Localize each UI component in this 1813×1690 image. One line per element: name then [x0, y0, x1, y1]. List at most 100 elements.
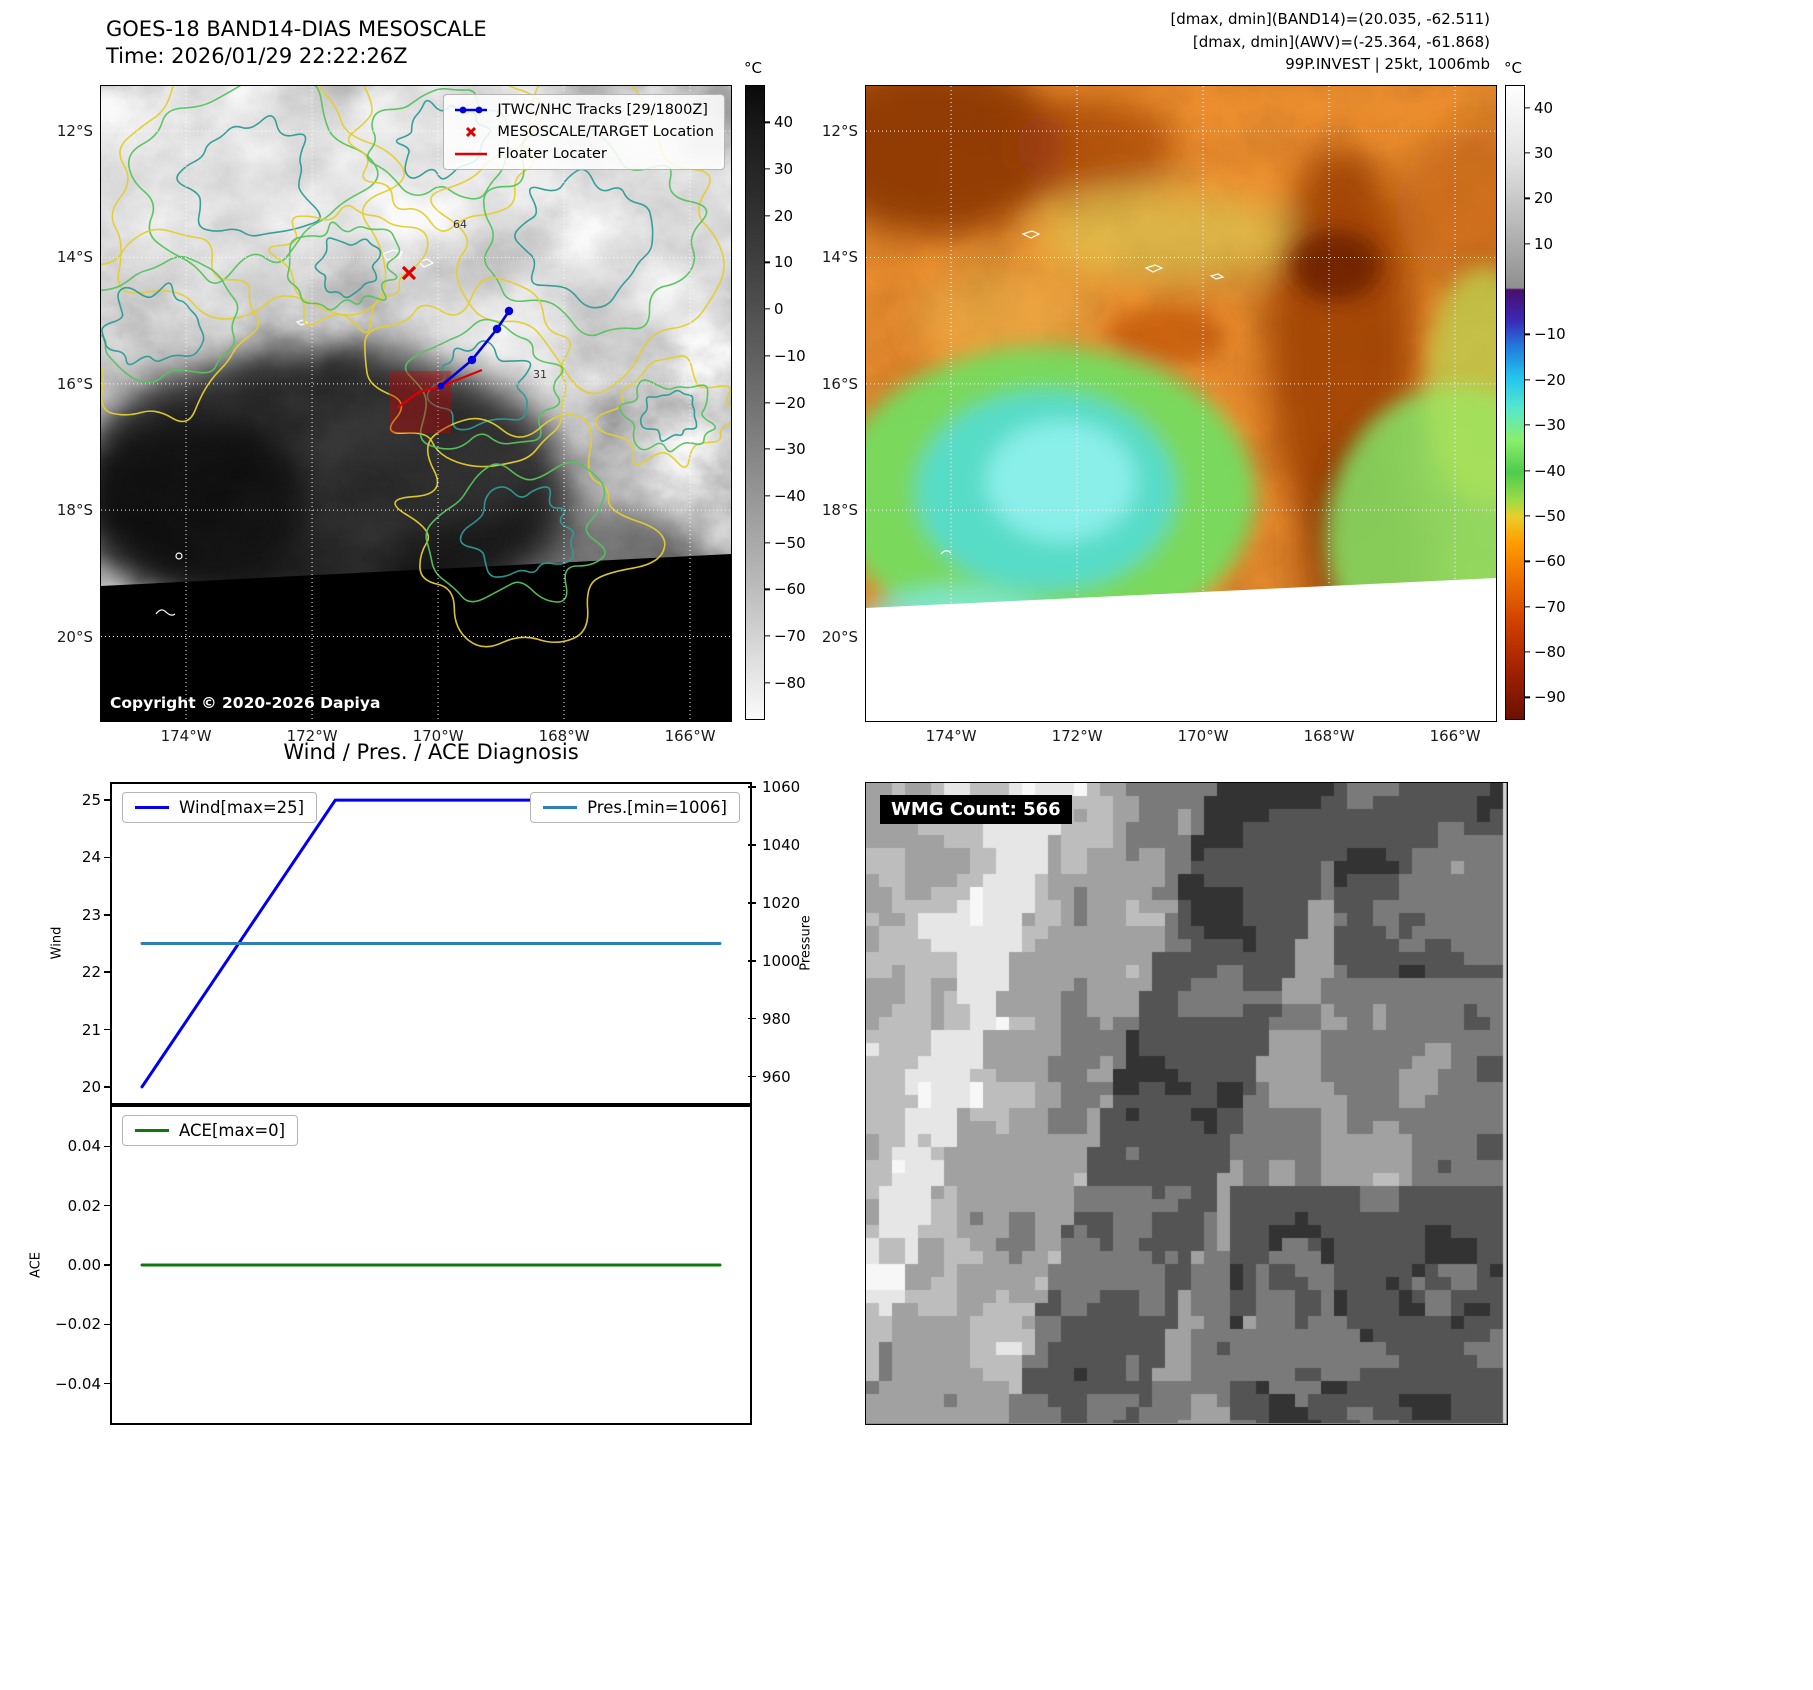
legend-label-floater: Floater Locater: [497, 146, 607, 162]
wind-axis-label: Wind: [49, 926, 65, 960]
chart-tick-mark: [748, 844, 756, 846]
lon-tick: 174°W: [160, 727, 212, 745]
awv-colorbar: °C 40 30 20 10 −10 −20 −30 −40 −50 −60 −70 −80 −90: [1504, 59, 1585, 720]
lon-tick: 168°W: [538, 727, 590, 745]
chart-tick-label: −0.04: [55, 1374, 101, 1393]
colorbar-tick-mark: [765, 495, 770, 497]
pressure-legend: Pres.[min=1006]: [530, 792, 740, 823]
colorbar-unit-band14: °C: [744, 59, 762, 77]
colorbar-tick-mark: [765, 121, 770, 123]
colorbar-tick-label: 10: [1534, 234, 1554, 253]
colorbar-tick-label: −30: [774, 440, 806, 459]
chart-tick-mark: [104, 1382, 110, 1385]
legend-label-target: MESOSCALE/TARGET Location: [497, 124, 714, 140]
colorbar-tick-mark: [1525, 651, 1530, 653]
colorbar-tick-label: 30: [1534, 144, 1554, 163]
chart-tick-mark: [104, 1205, 110, 1207]
colorbar-tick-label: −60: [774, 580, 806, 599]
lat-tick: 16°S: [56, 374, 93, 393]
lat-tick: 12°S: [821, 122, 858, 141]
colorbar-tick-mark: [1525, 197, 1530, 200]
colorbar-tick-mark: [1525, 107, 1530, 109]
chart-tick-label: 1040: [762, 836, 801, 855]
colorbar-tick-mark: [765, 168, 770, 170]
chart-tick-mark: [104, 1323, 110, 1325]
lon-tick: 172°W: [286, 727, 338, 745]
colorbar-tick-mark: [765, 308, 770, 310]
colorbar-tick-label: −80: [774, 673, 806, 692]
track-line-icon: [454, 104, 488, 116]
wind-line-sample: [135, 806, 169, 809]
chart-tick-label: 22: [81, 963, 101, 982]
scan-edge-black-swath: [101, 554, 731, 721]
colorbar-tick-mark: [765, 448, 770, 450]
colorbar-tick-mark: [1525, 515, 1530, 517]
legend-item-target: MESOSCALE/TARGET Location: [454, 124, 714, 140]
wind-legend: Wind[max=25]: [122, 792, 318, 823]
ace-line-sample: [135, 1129, 169, 1132]
lat-tick: 20°S: [821, 627, 858, 646]
colorbar-tick-mark: [1525, 469, 1530, 472]
wmg-satellite-image: [866, 783, 1506, 1423]
target-x-icon: [454, 126, 488, 138]
colorbar-tick-label: −10: [774, 346, 806, 365]
awv-colorbar-gradient: [1505, 85, 1525, 720]
chart-tick-label: 23: [81, 905, 101, 924]
svg-text:31: 31: [526, 461, 540, 474]
lat-tick: 20°S: [56, 627, 93, 646]
svg-text:31: 31: [533, 368, 547, 381]
band14-colorbar-gradient: [745, 85, 765, 720]
awv-header-block: [dmax, dmin](BAND14)=(20.035, -62.511) […: [1010, 8, 1490, 76]
chart-tick-mark: [104, 1086, 110, 1088]
awv-map-clip: [866, 86, 1496, 721]
jtwc-track: [437, 306, 514, 390]
colorbar-unit-awv: °C: [1504, 59, 1522, 77]
lat-tick: 14°S: [56, 248, 93, 267]
ace-chart: ACE[max=0] 0.04 0.02 0.00 −0.02 −0.04: [55, 1105, 752, 1425]
chart-tick-mark: [748, 1075, 756, 1078]
pressure-axis-label: Pressure: [798, 915, 814, 971]
wmg-panel: WMG Count: 566: [865, 782, 1508, 1425]
ace-legend-label: ACE[max=0]: [179, 1121, 286, 1140]
coastlines: [155, 249, 435, 616]
colorbar-tick-label: 30: [774, 160, 794, 179]
lat-tick: 12°S: [56, 122, 93, 141]
contour-value-labels: 31 31 64: [453, 218, 547, 474]
floater-locater-line: [396, 368, 483, 409]
legend-item-track: JTWC/NHC Tracks [29/1800Z]: [454, 102, 714, 118]
wind-legend-label: Wind[max=25]: [179, 798, 305, 817]
colorbar-tick-mark: [1525, 696, 1530, 698]
colorbar-tick-label: −40: [774, 486, 806, 505]
colorbar-tick-label: −90: [1534, 688, 1566, 707]
diagnosis-title: Wind / Pres. / ACE Diagnosis: [283, 740, 579, 764]
colorbar-tick-label: −30: [1534, 416, 1566, 435]
chart-tick-label: 25: [81, 791, 101, 810]
colorbar-tick-mark: [765, 541, 770, 544]
chart-tick-mark: [104, 971, 110, 973]
chart-tick-label: 0.00: [67, 1256, 101, 1274]
temperature-contours: [101, 86, 731, 648]
chart-tick-label: 1060: [762, 778, 801, 797]
pressure-line-sample: [543, 806, 578, 809]
colorbar-tick-mark: [1525, 424, 1530, 426]
wmg-count-badge: WMG Count: 566: [880, 795, 1072, 824]
colorbar-tick-mark: [765, 635, 770, 637]
lat-tick: 14°S: [821, 248, 858, 267]
colorbar-tick-mark: [1525, 333, 1530, 336]
awv-satellite-image: [866, 86, 1496, 721]
colorbar-tick-mark: [765, 681, 770, 684]
chart-tick-label: −0.02: [55, 1315, 101, 1334]
colorbar-tick-mark: [765, 401, 770, 404]
lon-tick: 170°W: [1177, 727, 1229, 745]
colorbar-tick-label: −80: [1534, 642, 1566, 661]
awv-map: 174°W 172°W 170°W 168°W 166°W 12°S 14°S 16°S 18°…: [822, 85, 1497, 745]
wind-pressure-chart: Wind[max=25] Pres.[min=1006] 25 24 23 22 21 2…: [82, 778, 800, 1105]
chart-tick-mark: [104, 1264, 110, 1266]
chart-tick-label: 20: [81, 1077, 101, 1096]
colorbar-tick-label: 20: [1534, 189, 1554, 208]
colorbar-tick-mark: [765, 215, 770, 217]
floater-line-icon: [454, 148, 488, 160]
lat-tick: 16°S: [821, 374, 858, 393]
chart-tick-mark: [104, 856, 110, 859]
colorbar-tick-label: −20: [774, 393, 806, 412]
